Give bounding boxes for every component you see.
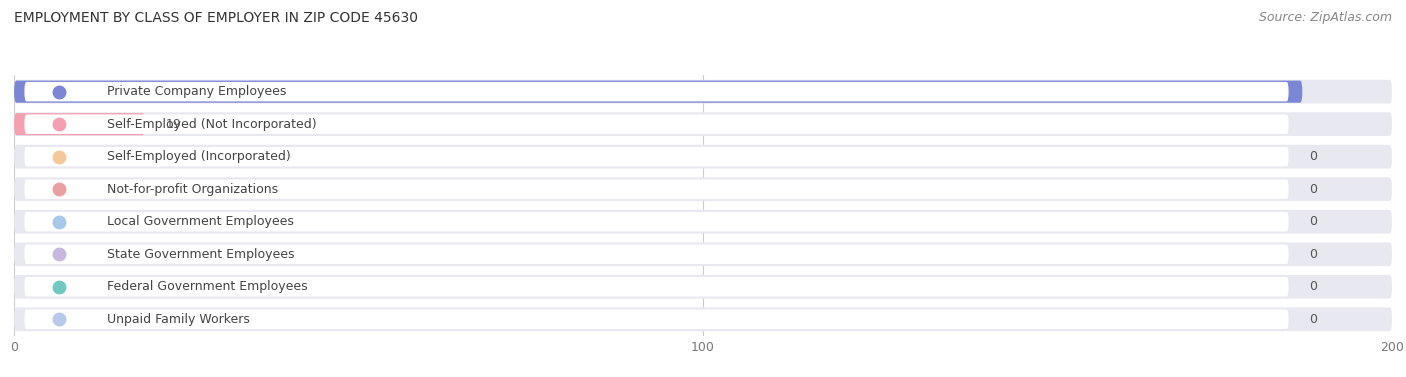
Text: 0: 0 — [1309, 183, 1317, 196]
Text: Self-Employed (Not Incorporated): Self-Employed (Not Incorporated) — [107, 118, 316, 131]
FancyBboxPatch shape — [14, 307, 1392, 331]
Text: Self-Employed (Incorporated): Self-Employed (Incorporated) — [107, 150, 291, 163]
FancyBboxPatch shape — [14, 242, 1392, 266]
Text: 0: 0 — [1309, 313, 1317, 326]
FancyBboxPatch shape — [14, 177, 1392, 201]
Text: Not-for-profit Organizations: Not-for-profit Organizations — [107, 183, 278, 196]
FancyBboxPatch shape — [24, 147, 1289, 167]
Text: EMPLOYMENT BY CLASS OF EMPLOYER IN ZIP CODE 45630: EMPLOYMENT BY CLASS OF EMPLOYER IN ZIP C… — [14, 11, 418, 25]
FancyBboxPatch shape — [24, 277, 1289, 297]
FancyBboxPatch shape — [14, 275, 1392, 299]
Text: Unpaid Family Workers: Unpaid Family Workers — [107, 313, 250, 326]
Text: 0: 0 — [1309, 150, 1317, 163]
Text: Local Government Employees: Local Government Employees — [107, 215, 294, 228]
FancyBboxPatch shape — [14, 80, 1392, 104]
FancyBboxPatch shape — [24, 179, 1289, 199]
Text: 19: 19 — [166, 118, 181, 131]
Text: 0: 0 — [1309, 248, 1317, 261]
FancyBboxPatch shape — [14, 112, 1392, 136]
Text: 0: 0 — [1309, 280, 1317, 293]
Text: Federal Government Employees: Federal Government Employees — [107, 280, 308, 293]
FancyBboxPatch shape — [24, 115, 1289, 134]
Text: 187: 187 — [1258, 85, 1282, 98]
FancyBboxPatch shape — [14, 113, 145, 135]
FancyBboxPatch shape — [24, 82, 1289, 101]
FancyBboxPatch shape — [24, 310, 1289, 329]
FancyBboxPatch shape — [24, 212, 1289, 231]
FancyBboxPatch shape — [14, 81, 1302, 103]
FancyBboxPatch shape — [14, 145, 1392, 169]
FancyBboxPatch shape — [14, 210, 1392, 234]
Text: State Government Employees: State Government Employees — [107, 248, 295, 261]
Text: Source: ZipAtlas.com: Source: ZipAtlas.com — [1258, 11, 1392, 24]
Text: Private Company Employees: Private Company Employees — [107, 85, 287, 98]
FancyBboxPatch shape — [24, 245, 1289, 264]
Text: 0: 0 — [1309, 215, 1317, 228]
